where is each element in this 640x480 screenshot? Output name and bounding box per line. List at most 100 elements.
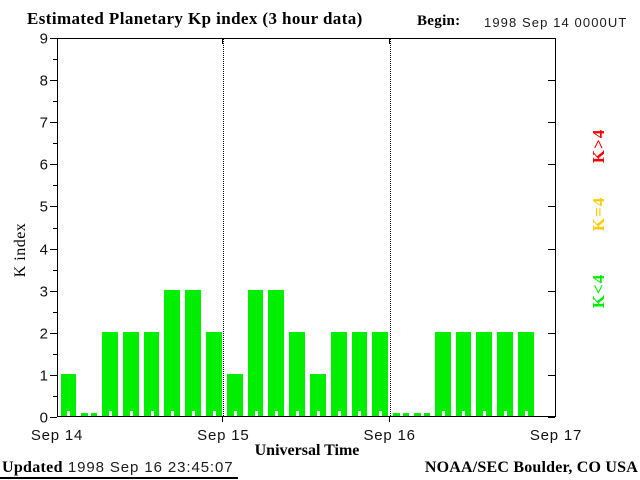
bar-tick-notch (108, 411, 112, 416)
y-major-tick (50, 38, 57, 39)
bar-tick-notch (316, 411, 320, 416)
kp-bar (102, 332, 118, 416)
x-day-label: Sep 16 (363, 427, 416, 444)
y-major-tick (50, 417, 57, 418)
y-major-tick (50, 80, 57, 82)
y-major-tick (50, 290, 57, 292)
y-major-tick-right (548, 248, 555, 250)
day-tick-top (222, 38, 224, 44)
kp-bar (372, 332, 389, 416)
y-major-tick-right (548, 374, 555, 376)
y-major-tick (50, 206, 57, 208)
y-major-tick-right (548, 80, 555, 82)
x-axis-title: Universal Time (254, 442, 360, 459)
updated-value: 1998 Sep 16 23:45:07 (62, 459, 234, 476)
kp-bar (310, 374, 326, 416)
bar-tick-notch (233, 411, 237, 416)
attribution: NOAA/SEC Boulder, CO USA (424, 459, 638, 476)
bar-tick-notch (483, 411, 487, 416)
kp-bar (330, 332, 347, 416)
bar-tick-notch (150, 411, 154, 416)
y-axis-title: K index (12, 222, 29, 278)
y-minor-tick (53, 311, 57, 313)
kp-bar (81, 413, 98, 416)
y-major-tick (50, 332, 57, 334)
y-minor-tick (53, 227, 57, 229)
kp-bar (143, 332, 160, 416)
plot-area (57, 38, 556, 417)
kp-bar (60, 374, 77, 416)
bar-tick-notch (441, 411, 445, 416)
bar-tick-notch (88, 413, 92, 416)
day-tick-top (388, 38, 390, 44)
y-tick-label: 8 (39, 72, 48, 90)
kp-bar (268, 290, 285, 416)
y-tick-label: 0 (39, 409, 48, 427)
y-major-tick (50, 248, 57, 250)
bar-tick-notch (400, 413, 404, 416)
y-tick-label: 1 (39, 367, 48, 385)
y-tick-label: 9 (39, 30, 48, 48)
x-day-label: Sep 14 (30, 427, 84, 444)
kp-bar (393, 413, 409, 416)
kp-bar (476, 332, 493, 416)
bar-tick-notch (212, 411, 216, 416)
y-minor-tick (53, 143, 57, 145)
bar-tick-notch (379, 411, 383, 416)
bar-tick-notch (275, 411, 279, 416)
y-tick-label: 3 (39, 283, 48, 301)
y-minor-tick (53, 395, 57, 397)
day-boundary-dotted-line (223, 39, 225, 416)
y-tick-label: 7 (39, 114, 48, 132)
bar-tick-notch (524, 411, 528, 416)
y-major-tick-right (548, 332, 555, 334)
kp-bar (497, 332, 513, 416)
day-tick-bottom (388, 416, 390, 422)
y-major-tick-right (548, 290, 555, 292)
bar-tick-notch (358, 411, 362, 416)
y-minor-tick (53, 59, 57, 61)
bar-tick-notch (67, 411, 71, 416)
y-minor-tick (53, 269, 57, 271)
y-tick-label: 6 (39, 156, 48, 174)
y-tick-label: 5 (39, 198, 48, 216)
kp-bar (226, 374, 243, 416)
y-major-tick (50, 122, 57, 124)
kp-bar (185, 290, 202, 416)
y-minor-tick (53, 185, 57, 187)
legend-item: K>4 (589, 128, 608, 164)
legend-item: K<4 (589, 273, 608, 309)
day-tick-bottom (222, 416, 224, 422)
bar-tick-notch (462, 411, 466, 416)
y-tick-label: 4 (39, 241, 48, 259)
y-minor-tick (53, 101, 57, 103)
y-major-tick-right (548, 206, 555, 208)
y-major-tick-right (548, 417, 555, 418)
y-major-tick-right (548, 164, 555, 166)
chart-title: Estimated Planetary Kp index (3 hour dat… (27, 9, 363, 28)
kp-bar (247, 290, 264, 416)
kp-bar (351, 332, 368, 416)
bar-tick-notch (504, 411, 508, 416)
kp-bar (517, 332, 534, 416)
kp-bar (434, 332, 451, 416)
y-major-tick (50, 164, 57, 166)
begin-datetime: 1998 Sep 14 0000UT (484, 15, 628, 30)
updated-timestamp: Updated 1998 Sep 16 23:45:07 (2, 459, 233, 477)
kp-bar (122, 332, 139, 416)
kp-bar (206, 332, 222, 416)
updated-label: Updated (2, 459, 63, 476)
y-tick-label: 2 (39, 325, 48, 343)
x-day-label: Sep 17 (529, 427, 583, 444)
bar-tick-notch (171, 411, 175, 416)
kp-bar (289, 332, 305, 416)
legend-item: K=4 (589, 196, 608, 232)
y-major-tick-right (548, 122, 555, 124)
y-major-tick-right (548, 38, 555, 39)
bar-tick-notch (129, 411, 133, 416)
bar-tick-notch (254, 411, 258, 416)
x-day-label: Sep 15 (197, 427, 250, 444)
day-boundary-dotted-line (389, 39, 391, 416)
bar-tick-notch (296, 411, 300, 416)
